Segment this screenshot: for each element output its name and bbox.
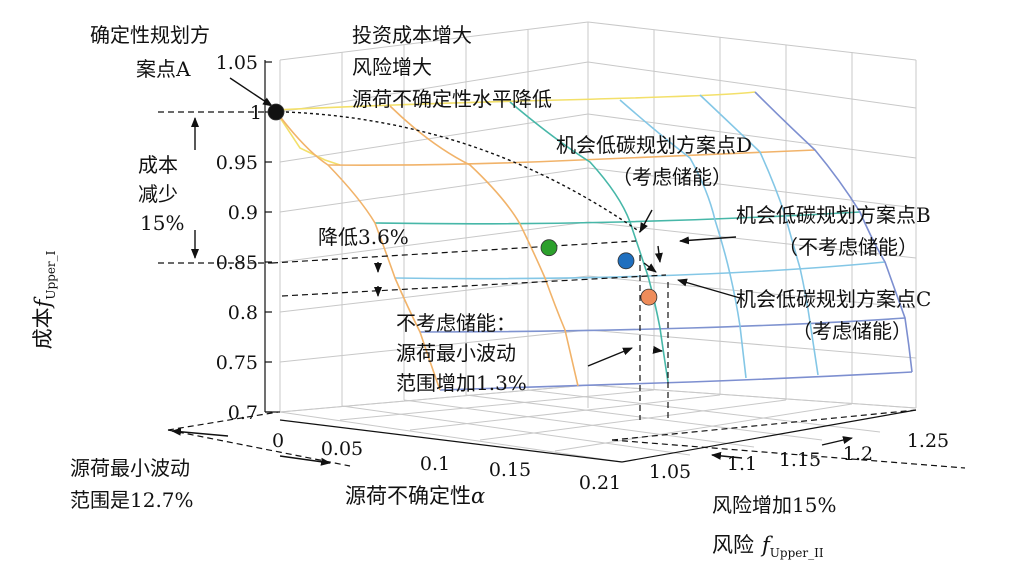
annotation-cost-reduce: 15% [140,211,184,235]
annotation-point-a: 案点A [136,57,191,81]
annotation-min-fluct: 范围是12.7% [70,488,194,512]
annotation-point-a: 确定性规划方 [90,23,210,47]
risk-tick-label: 1.1 [727,453,757,475]
axes [264,60,917,463]
risk-axis-label-main: 风险 [712,533,754,557]
z-tick-label: 1.05 [216,52,258,74]
trend-curve [285,111,641,233]
z-tick-label: 0.95 [216,152,258,174]
annotation-risk-increase: 风险增加15% [712,493,836,517]
z-tick-label: 0.7 [228,402,258,424]
risk-tick-label: 1.15 [779,449,821,471]
alpha-axis-label-main: 源荷不确定性 [345,484,471,508]
z-axis-title: 成本fUpper_I [31,250,58,349]
alpha-tick-label: 0.1 [420,453,450,475]
point-c [640,288,658,306]
annotation-reduce-3-6: 降低3.6% [318,225,409,249]
risk-axis-title: 风险 fUpper_II [712,533,824,560]
svg-text:成本fUpper_I: 成本fUpper_I [31,250,58,349]
z-axis-label-sub: Upper_I [44,250,58,299]
annotation-point-c: 机会低碳规划方案点C [736,287,931,311]
point-d [540,239,558,257]
annotation-point-d: （考虑储能） [612,165,732,189]
annotation-trend: 源荷不确定性水平降低 [352,87,552,111]
risk-tick-label: 1.2 [843,443,873,465]
z-tick-label: 0.75 [216,352,258,374]
annotation-no-storage: 不考虑储能： [396,311,516,335]
z-tick-label: 0.9 [228,202,258,224]
annotation-trend: 投资成本增大 [352,23,472,47]
annotation-no-storage: 源荷最小波动 [396,341,516,365]
annotation-trend: 风险增大 [352,55,432,79]
z-axis-label-main: 成本 [31,307,55,349]
annotation-point-c: （考虑储能） [792,319,912,343]
annotation-min-fluct: 源荷最小波动 [70,456,190,480]
z-tick-label: 1 [250,102,262,124]
risk-axis-label-f: f [760,533,773,557]
z-ticks [265,61,272,413]
risk-axis-label-sub: Upper_II [770,546,824,560]
annotation-cost-reduce: 成本 [138,153,178,177]
annotation-point-b: 机会低碳规划方案点B [736,203,931,227]
annotation-cost-reduce: 减少 [138,182,178,206]
z-tick-labels: 0.7 0.75 0.8 0.85 0.9 0.95 1 1.05 [216,52,262,424]
points [267,103,658,306]
z-axis-label-f: f [31,296,55,309]
z-tick-label: 0.85 [216,252,258,274]
back-panes [279,21,917,463]
point-a [267,103,285,121]
annotation-point-d: 机会低碳规划方案点D [556,133,752,157]
annotation-no-storage: 范围增加1.3% [396,371,527,395]
risk-tick-label: 1.05 [649,461,691,483]
annotation-point-b: （不考虑储能） [778,235,918,259]
annotations: 确定性规划方 案点A 投资成本增大 风险增大 源荷不确定性水平降低 机会低碳规划… [70,23,931,517]
z-tick-label: 0.8 [228,302,258,324]
risk-tick-label: 1.25 [907,430,949,452]
alpha-tick-labels: 0 0.05 0.1 0.15 0.21 [272,430,621,494]
alpha-tick-label: 0.05 [321,438,363,460]
alpha-axis-title: 源荷不确定性α [345,484,485,508]
alpha-tick-label: 0 [272,430,284,452]
surface-mesh [274,91,913,391]
risk-tick-labels: 1.05 1.1 1.15 1.2 1.25 [649,430,949,483]
alpha-axis-label-var: α [471,484,485,508]
dashed-guides [158,111,966,469]
alpha-tick-label: 0.15 [489,459,531,481]
alpha-tick-label: 0.21 [579,472,621,494]
arrows [171,77,853,466]
point-b [617,252,635,270]
